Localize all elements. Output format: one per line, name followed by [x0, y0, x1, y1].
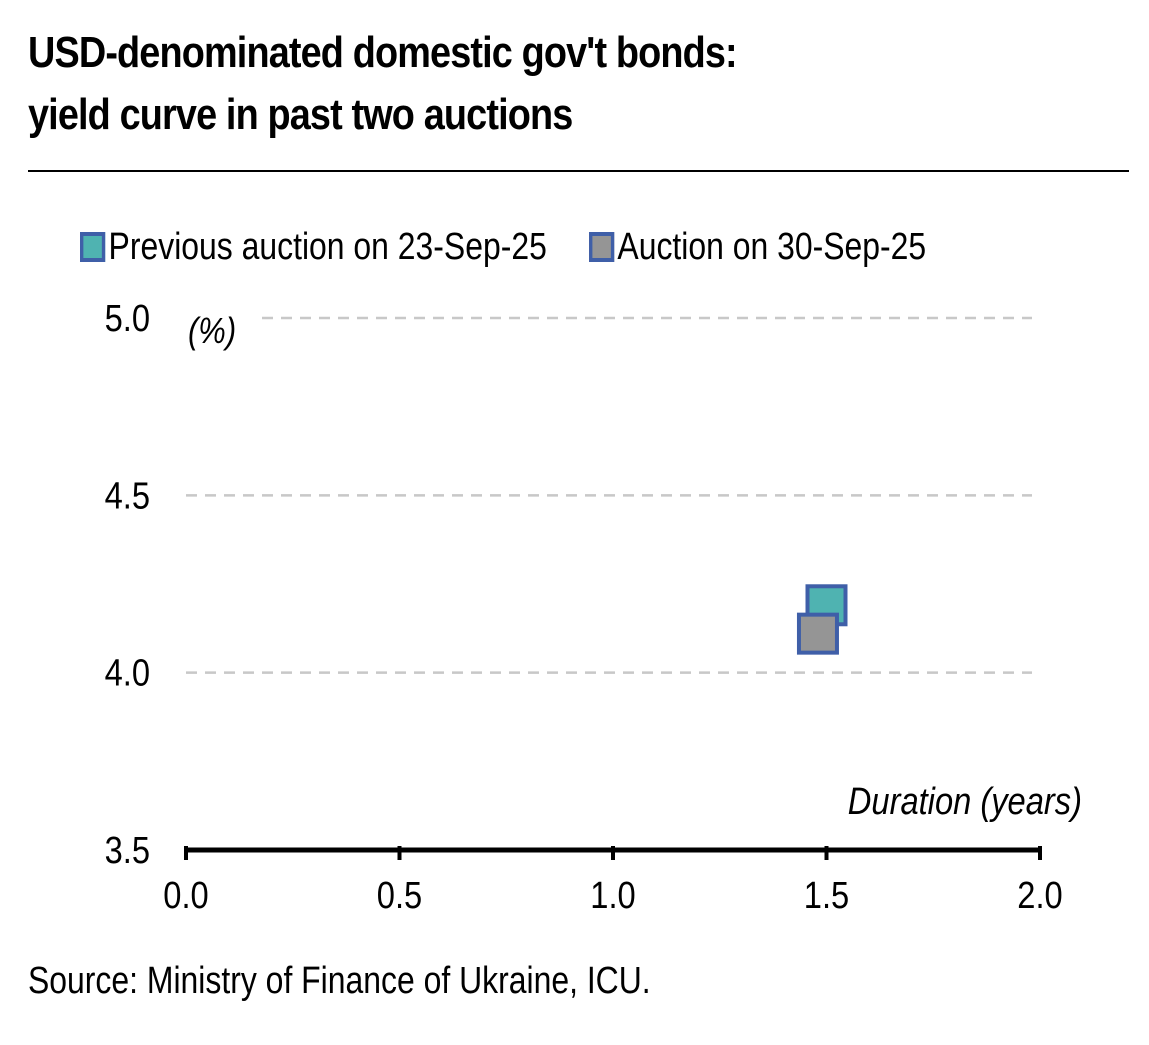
- legend-item-previous: Previous auction on 23-Sep-25: [80, 226, 547, 269]
- gridlines: [186, 316, 1032, 674]
- legend-swatch-current: [588, 232, 615, 262]
- data-point-series2-1: [796, 612, 839, 655]
- y-axis-tick-labels: 3.5 4.0 4.5 5.0: [105, 297, 150, 872]
- x-tick-label-1.5: 1.5: [804, 874, 849, 917]
- y-tick-label-4.5: 4.5: [105, 474, 150, 517]
- legend: Previous auction on 23-Sep-25 Auction on…: [80, 222, 968, 272]
- legend-item-current: Auction on 30-Sep-25: [588, 225, 927, 269]
- legend-swatch-previous: [80, 232, 106, 262]
- chart-title-line-1: USD-denominated domestic gov't bonds:: [28, 28, 738, 77]
- x-tick-label-1.0: 1.0: [590, 874, 635, 917]
- legend-label-previous: Previous auction on 23-Sep-25: [108, 225, 547, 268]
- data-points: [796, 584, 848, 655]
- chart-title-line-2: yield curve in past two auctions: [28, 90, 573, 139]
- legend-label-current: Auction on 30-Sep-25: [617, 225, 927, 268]
- x-tick-label-0.0: 0.0: [163, 874, 208, 917]
- title-divider: [28, 170, 1129, 172]
- x-axis-label: Duration (years): [848, 780, 1082, 823]
- x-tick-label-0.5: 0.5: [377, 874, 422, 917]
- y-tick-label-5.0: 5.0: [105, 297, 150, 340]
- y-axis-label: (%): [188, 312, 236, 352]
- source-note: Source: Ministry of Finance of Ukraine, …: [28, 960, 651, 1002]
- x-tick-label-2.0: 2.0: [1017, 874, 1062, 917]
- chart-title: USD-denominated domestic gov't bonds: yi…: [28, 22, 974, 146]
- x-axis-ticks: 0.0 0.5 1.0 1.5 2.0: [163, 846, 1063, 917]
- y-tick-label-3.5: 3.5: [105, 829, 150, 872]
- y-tick-label-4.0: 4.0: [105, 651, 150, 694]
